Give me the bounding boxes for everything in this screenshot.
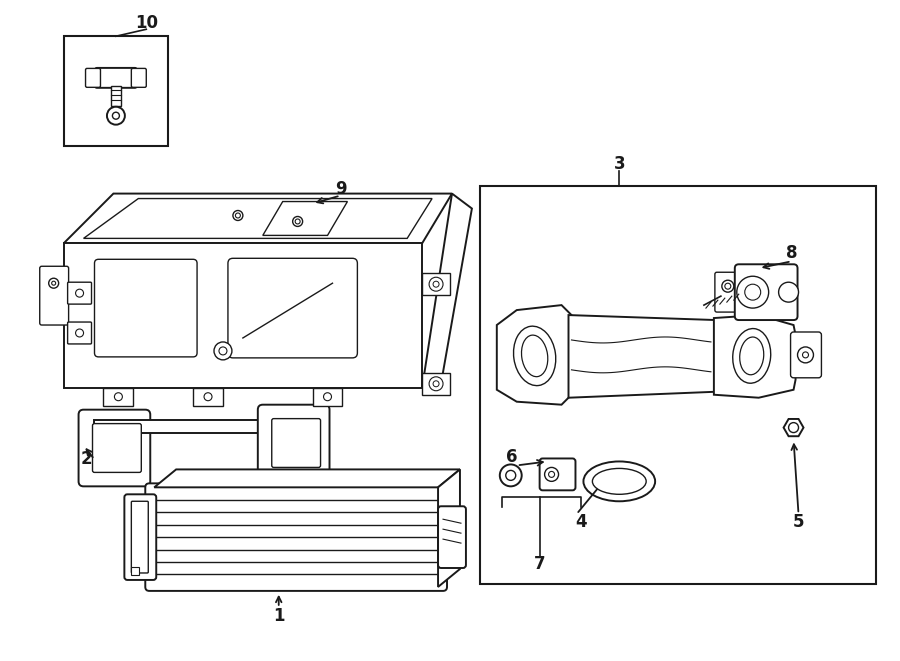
FancyBboxPatch shape: [94, 259, 197, 357]
Ellipse shape: [740, 337, 764, 375]
Text: 7: 7: [534, 555, 545, 573]
Circle shape: [433, 381, 439, 387]
Circle shape: [797, 347, 814, 363]
Circle shape: [214, 342, 232, 360]
Circle shape: [778, 282, 798, 302]
Text: 1: 1: [273, 607, 284, 625]
FancyBboxPatch shape: [438, 506, 466, 568]
Circle shape: [745, 284, 760, 300]
Circle shape: [549, 471, 554, 477]
Text: 2: 2: [81, 450, 93, 469]
Polygon shape: [94, 420, 274, 432]
Polygon shape: [84, 198, 432, 239]
FancyBboxPatch shape: [95, 68, 137, 88]
Bar: [422, 373, 450, 395]
FancyBboxPatch shape: [124, 494, 157, 580]
Circle shape: [788, 422, 798, 432]
Bar: [312, 388, 343, 406]
Bar: [111, 86, 121, 106]
Circle shape: [76, 289, 84, 297]
Ellipse shape: [592, 469, 646, 494]
Circle shape: [233, 210, 243, 221]
Text: 5: 5: [793, 513, 805, 531]
Circle shape: [114, 393, 122, 401]
Circle shape: [236, 213, 240, 218]
Text: 4: 4: [576, 513, 588, 531]
FancyBboxPatch shape: [715, 272, 742, 312]
Ellipse shape: [521, 335, 548, 377]
Circle shape: [429, 277, 443, 291]
Circle shape: [737, 276, 769, 308]
Text: 6: 6: [506, 448, 518, 467]
Circle shape: [544, 467, 559, 481]
Circle shape: [76, 329, 84, 337]
Circle shape: [204, 393, 212, 401]
Circle shape: [433, 281, 439, 287]
Circle shape: [803, 352, 808, 358]
Bar: [194, 388, 223, 406]
Circle shape: [323, 393, 331, 401]
FancyBboxPatch shape: [40, 266, 68, 325]
Bar: [64, 36, 168, 146]
Polygon shape: [422, 194, 472, 388]
Circle shape: [500, 465, 522, 486]
FancyBboxPatch shape: [272, 418, 320, 467]
Circle shape: [49, 278, 58, 288]
Bar: [131, 567, 140, 575]
FancyBboxPatch shape: [131, 68, 147, 87]
Bar: [422, 273, 450, 295]
Ellipse shape: [733, 329, 770, 383]
FancyBboxPatch shape: [257, 405, 329, 481]
FancyBboxPatch shape: [790, 332, 822, 378]
Polygon shape: [64, 194, 452, 243]
Polygon shape: [714, 315, 796, 398]
Circle shape: [292, 217, 302, 227]
Polygon shape: [64, 243, 422, 388]
Polygon shape: [154, 469, 460, 487]
Circle shape: [219, 347, 227, 355]
Circle shape: [722, 280, 734, 292]
Circle shape: [506, 471, 516, 481]
Circle shape: [51, 281, 56, 285]
FancyBboxPatch shape: [131, 501, 149, 573]
Polygon shape: [497, 305, 572, 405]
FancyBboxPatch shape: [86, 68, 101, 87]
FancyBboxPatch shape: [228, 258, 357, 358]
Polygon shape: [438, 469, 460, 587]
FancyBboxPatch shape: [68, 322, 92, 344]
Text: 3: 3: [614, 155, 626, 173]
FancyBboxPatch shape: [145, 483, 447, 591]
Circle shape: [429, 377, 443, 391]
Polygon shape: [263, 202, 347, 235]
FancyBboxPatch shape: [93, 424, 141, 473]
Circle shape: [112, 112, 120, 119]
Text: 9: 9: [335, 180, 346, 198]
Circle shape: [295, 219, 300, 224]
Text: 8: 8: [786, 245, 797, 262]
FancyBboxPatch shape: [540, 459, 575, 490]
Ellipse shape: [583, 461, 655, 501]
Ellipse shape: [514, 326, 556, 385]
Bar: [480, 186, 877, 584]
FancyBboxPatch shape: [78, 410, 150, 486]
Circle shape: [107, 106, 125, 125]
Bar: [104, 388, 133, 406]
Text: 10: 10: [135, 15, 158, 32]
Polygon shape: [569, 315, 716, 398]
FancyBboxPatch shape: [734, 264, 797, 320]
FancyBboxPatch shape: [68, 282, 92, 304]
Circle shape: [724, 283, 731, 289]
